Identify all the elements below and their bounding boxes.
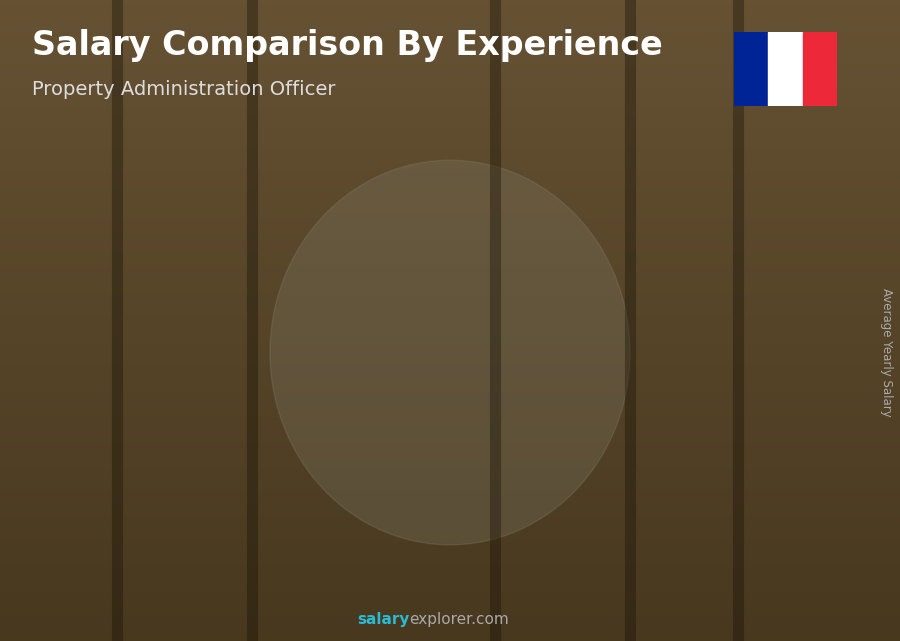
Bar	[734, 32, 768, 106]
Bar	[803, 32, 837, 106]
Ellipse shape	[270, 160, 630, 545]
Text: 35,800 EUR: 35,800 EUR	[742, 197, 819, 210]
Text: +34%: +34%	[273, 268, 331, 286]
Text: salary: salary	[357, 612, 410, 627]
Bar	[62, 428, 132, 578]
Text: explorer.com: explorer.com	[410, 612, 509, 627]
Text: Salary Comparison By Experience: Salary Comparison By Experience	[32, 29, 662, 62]
Text: 31,000 EUR: 31,000 EUR	[468, 246, 545, 259]
Bar	[745, 213, 815, 578]
Text: Property Administration Officer: Property Administration Officer	[32, 80, 335, 99]
Text: +8%: +8%	[553, 188, 599, 206]
Text: Average Yearly Salary: Average Yearly Salary	[880, 288, 893, 417]
Bar	[768, 32, 803, 106]
Bar	[198, 380, 269, 578]
Bar	[472, 262, 543, 578]
Text: 33,400 EUR: 33,400 EUR	[605, 222, 682, 235]
Bar	[608, 238, 680, 578]
Text: 26,000 EUR: 26,000 EUR	[332, 297, 410, 310]
Bar	[335, 313, 406, 578]
Text: 14,700 EUR: 14,700 EUR	[58, 412, 136, 424]
Text: +32%: +32%	[137, 337, 194, 355]
Text: +19%: +19%	[410, 215, 468, 233]
Text: 19,400 EUR: 19,400 EUR	[195, 363, 273, 377]
Text: +7%: +7%	[689, 162, 734, 180]
